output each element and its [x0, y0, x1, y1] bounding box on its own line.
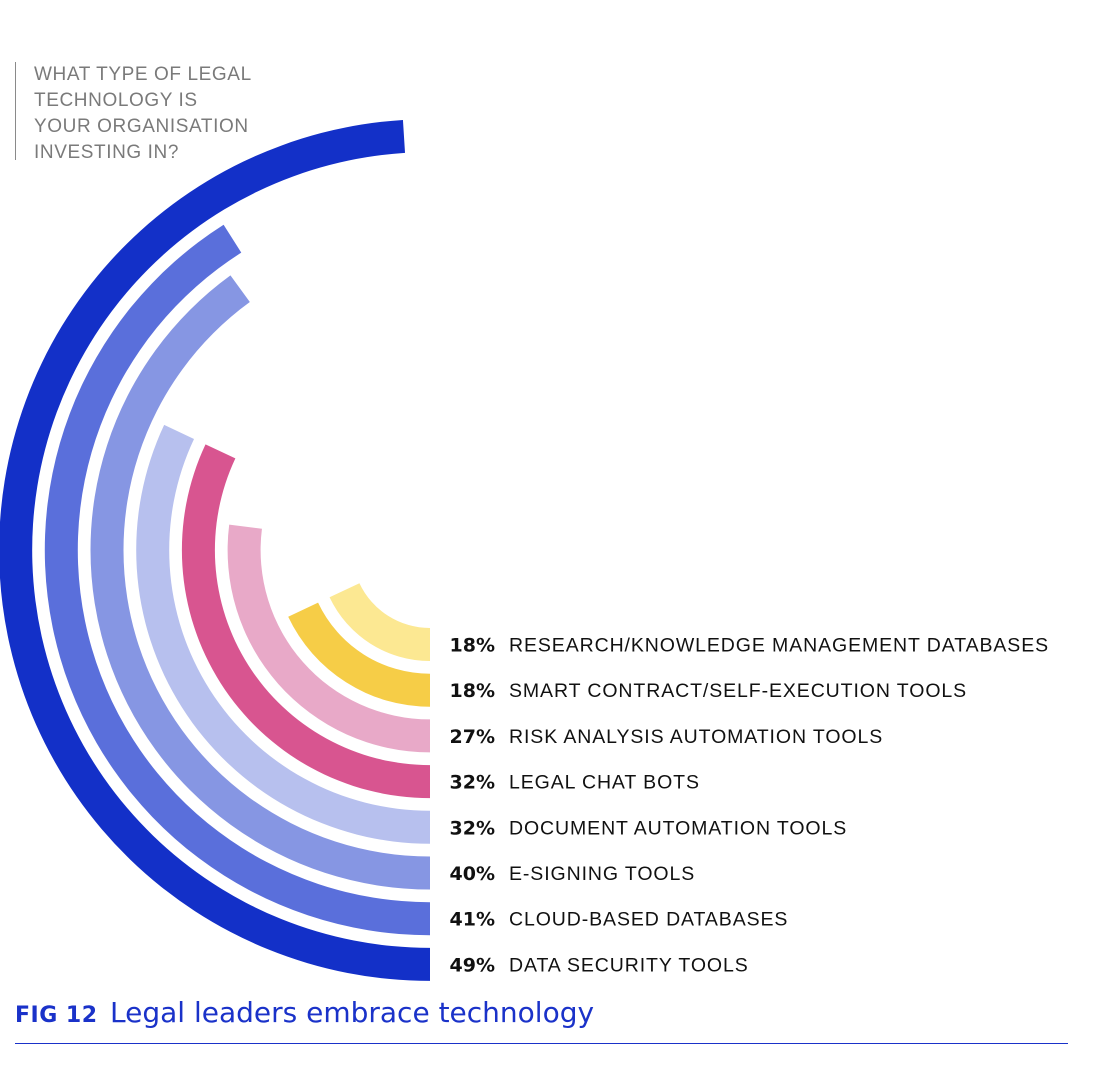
radial-bar-chart: 18% RESEARCH/KNOWLEDGE MANAGEMENT DATABAS…: [0, 119, 1049, 981]
chart-question: WHAT TYPE OF LEGAL TECHNOLOGY IS YOUR OR…: [15, 62, 252, 163]
figure-number: FIG 12: [15, 1003, 98, 1028]
arc-bar: [90, 275, 430, 890]
data-label-value: 40%: [450, 863, 495, 885]
question-line: YOUR ORGANISATION: [34, 116, 249, 137]
data-label-value: 18%: [450, 635, 495, 657]
arc-bar: [288, 602, 430, 707]
arc-bar: [44, 224, 431, 936]
figure-caption: FIG 12 Legal leaders embrace technology: [15, 996, 594, 1029]
data-label-value: 18%: [450, 680, 495, 702]
arc-bar: [329, 583, 430, 661]
question-line: TECHNOLOGY IS: [34, 90, 198, 111]
data-label-category: DOCUMENT AUTOMATION TOOLS: [509, 817, 847, 839]
data-label-category: RISK ANALYSIS AUTOMATION TOOLS: [509, 726, 883, 748]
question-line: WHAT TYPE OF LEGAL: [34, 64, 252, 85]
data-label-category: RESEARCH/KNOWLEDGE MANAGEMENT DATABASES: [509, 635, 1049, 657]
arc-bar: [136, 424, 430, 844]
data-label-value: 32%: [450, 772, 495, 794]
data-label-category: DATA SECURITY TOOLS: [509, 954, 749, 976]
question-line: INVESTING IN?: [34, 142, 180, 163]
data-label-value: 49%: [450, 954, 495, 976]
data-label-category: E-SIGNING TOOLS: [509, 863, 695, 885]
arc-bar: [227, 524, 430, 753]
data-label-value: 41%: [450, 909, 495, 931]
data-label-category: SMART CONTRACT/SELF-EXECUTION TOOLS: [509, 680, 967, 702]
caption-divider: [15, 1043, 1068, 1044]
arc-bar: [181, 444, 430, 799]
figure-title: Legal leaders embrace technology: [110, 996, 595, 1029]
data-label-category: LEGAL CHAT BOTS: [509, 772, 700, 794]
data-label-value: 32%: [450, 817, 495, 839]
data-label-value: 27%: [450, 726, 495, 748]
data-label-category: CLOUD-BASED DATABASES: [509, 909, 788, 931]
